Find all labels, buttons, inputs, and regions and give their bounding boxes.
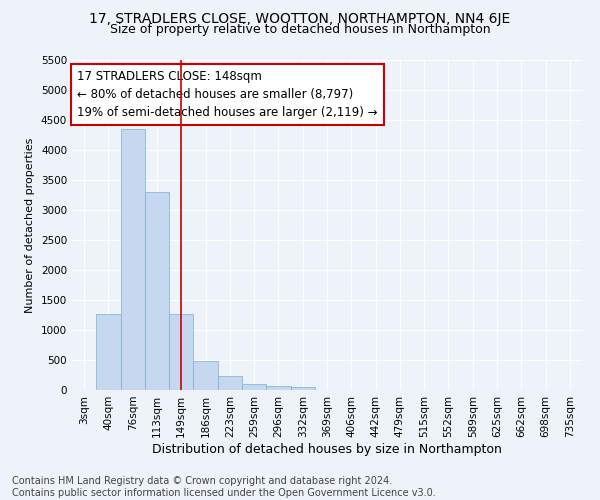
- Bar: [96, 314, 121, 390]
- Bar: [242, 384, 266, 390]
- Text: Contains HM Land Registry data © Crown copyright and database right 2024.
Contai: Contains HM Land Registry data © Crown c…: [12, 476, 436, 498]
- Bar: [218, 376, 242, 390]
- Text: 17 STRADLERS CLOSE: 148sqm
← 80% of detached houses are smaller (8,797)
19% of s: 17 STRADLERS CLOSE: 148sqm ← 80% of deta…: [77, 70, 377, 119]
- Text: Size of property relative to detached houses in Northampton: Size of property relative to detached ho…: [110, 22, 490, 36]
- Bar: [169, 314, 193, 390]
- Bar: [145, 192, 169, 390]
- Text: 17, STRADLERS CLOSE, WOOTTON, NORTHAMPTON, NN4 6JE: 17, STRADLERS CLOSE, WOOTTON, NORTHAMPTO…: [89, 12, 511, 26]
- Y-axis label: Number of detached properties: Number of detached properties: [25, 138, 35, 312]
- Bar: [121, 129, 145, 390]
- Bar: [266, 386, 290, 390]
- Bar: [290, 387, 315, 390]
- Bar: [193, 361, 218, 390]
- X-axis label: Distribution of detached houses by size in Northampton: Distribution of detached houses by size …: [152, 442, 502, 456]
